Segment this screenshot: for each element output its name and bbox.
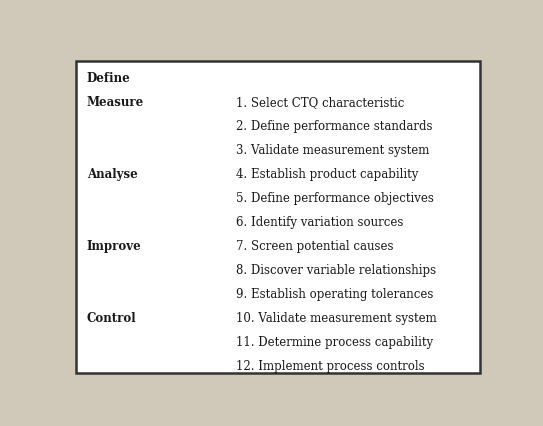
Text: 3. Validate measurement system: 3. Validate measurement system	[236, 144, 430, 157]
Text: 9. Establish operating tolerances: 9. Establish operating tolerances	[236, 288, 433, 301]
Text: Analyse: Analyse	[87, 168, 137, 181]
Text: 7. Screen potential causes: 7. Screen potential causes	[236, 240, 394, 253]
Text: 11. Determine process capability: 11. Determine process capability	[236, 336, 433, 349]
Text: 4. Establish product capability: 4. Establish product capability	[236, 168, 419, 181]
Text: 1. Select CTQ characteristic: 1. Select CTQ characteristic	[236, 96, 405, 109]
Text: 6. Identify variation sources: 6. Identify variation sources	[236, 216, 403, 229]
Text: 12. Implement process controls: 12. Implement process controls	[236, 360, 425, 373]
Text: Define: Define	[87, 72, 130, 86]
Text: Improve: Improve	[87, 240, 142, 253]
Text: Control: Control	[87, 312, 136, 325]
Text: 8. Discover variable relationships: 8. Discover variable relationships	[236, 264, 437, 277]
Text: 10. Validate measurement system: 10. Validate measurement system	[236, 312, 437, 325]
FancyBboxPatch shape	[76, 61, 481, 373]
Text: 5. Define performance objectives: 5. Define performance objectives	[236, 192, 434, 205]
Text: 2. Define performance standards: 2. Define performance standards	[236, 120, 433, 133]
Text: Measure: Measure	[87, 96, 144, 109]
